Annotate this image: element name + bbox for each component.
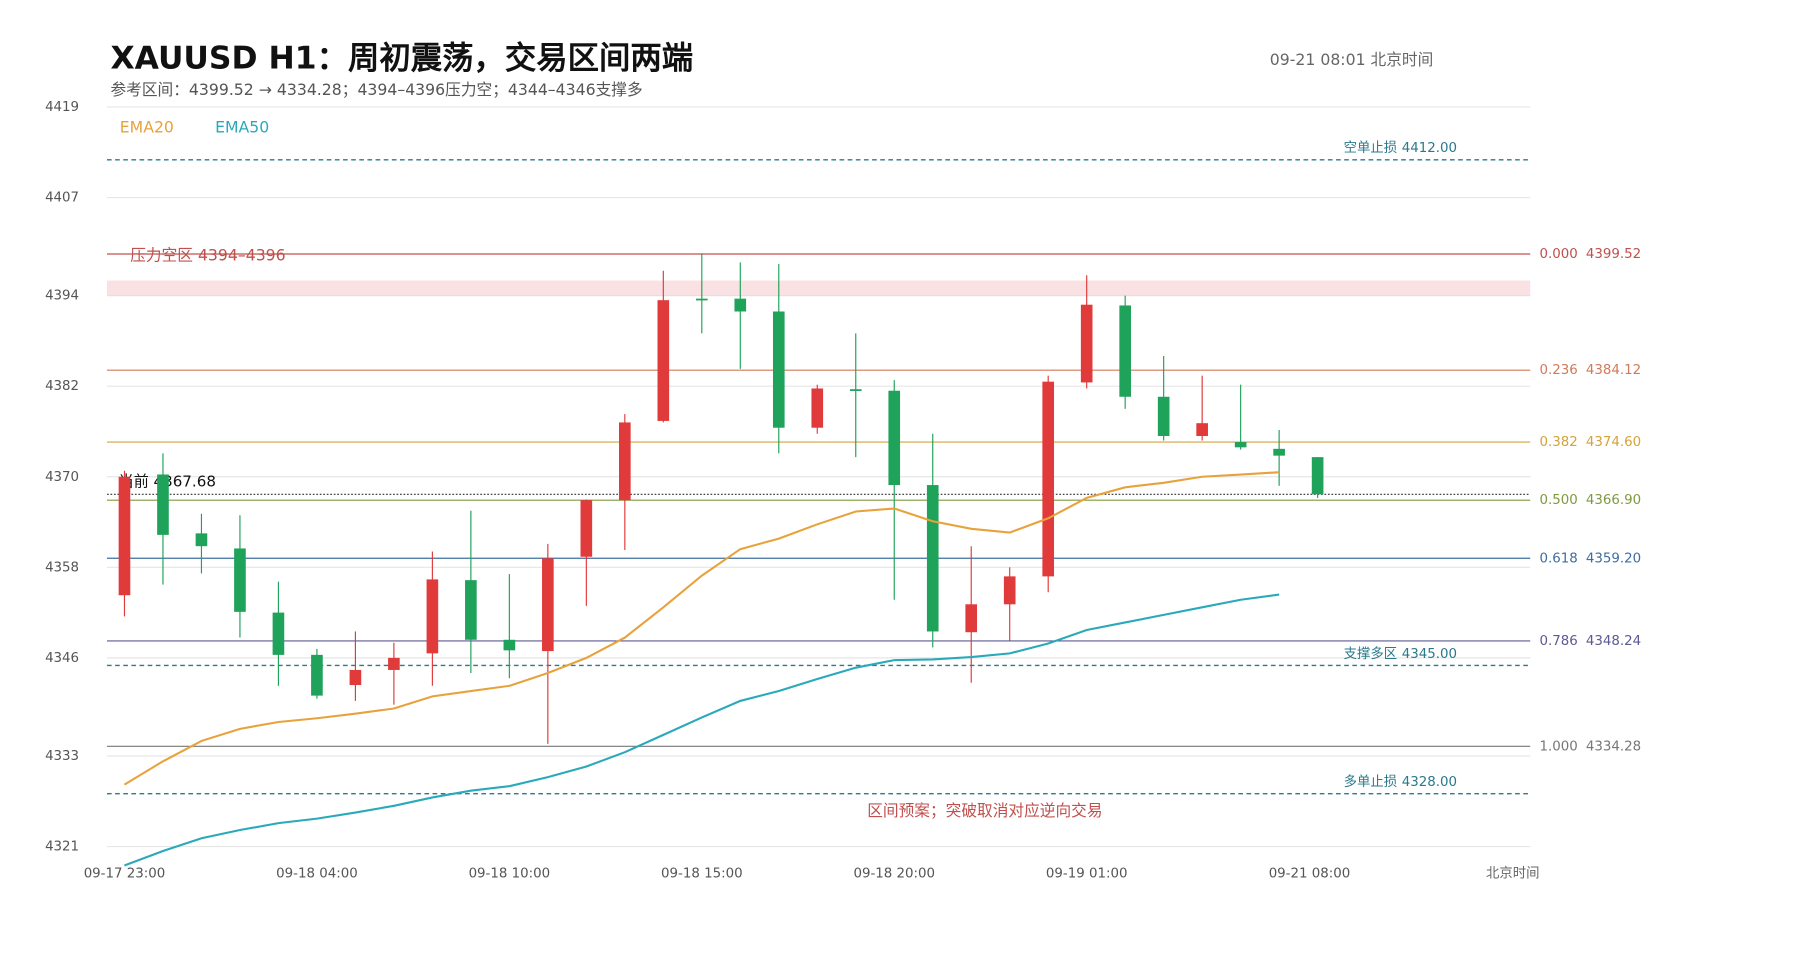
pressure-zone [106, 280, 1531, 296]
candle-body [1196, 423, 1208, 437]
chart-title: XAUUSD H1：周初震荡，交易区间两端 [110, 39, 693, 76]
fib-ratio: 0.500 [1540, 493, 1578, 508]
candle-body [465, 580, 477, 640]
ema-line [124, 593, 1280, 867]
fib-label: 0.000 4399.52 [1540, 247, 1642, 262]
y-tick-label: 4419 [45, 100, 79, 115]
x-tick-label: 09-21 08:00 [1269, 866, 1351, 881]
candle-body [503, 639, 516, 651]
fib-price: 4348.24 [1586, 634, 1641, 649]
candle-body [349, 669, 362, 686]
y-tick-label: 4382 [45, 379, 79, 394]
candle-body [1273, 448, 1285, 456]
fib-price: 4359.20 [1586, 551, 1641, 566]
x-tick-label: 09-18 15:00 [661, 866, 743, 881]
legend-label: EMA20 [120, 117, 174, 136]
x-tick-label: 09-18 20:00 [853, 866, 935, 881]
y-tick-label: 4346 [45, 651, 79, 666]
fib-price: 4384.12 [1586, 363, 1641, 378]
candle-body [619, 422, 631, 501]
candle-body [1003, 576, 1016, 605]
ema-line [123, 471, 1280, 786]
candle-body [195, 533, 208, 547]
candle-body [388, 657, 400, 670]
candle-body [580, 500, 593, 557]
x-axis-label: 北京时间 [1486, 865, 1539, 881]
fib-ratio: 0.382 [1540, 435, 1578, 450]
fib-ratio: 0.618 [1540, 551, 1578, 566]
candle-body [1311, 457, 1324, 495]
level-price: 4412.00 [1402, 141, 1457, 156]
fib-price: 4334.28 [1586, 739, 1641, 754]
fib-ratio: 1.000 [1540, 739, 1578, 754]
candle-body [1080, 304, 1093, 383]
candle-body [118, 476, 131, 596]
fib-label: 0.618 4359.20 [1540, 551, 1642, 566]
x-tick-label: 09-18 10:00 [469, 866, 551, 881]
candle-body [772, 311, 785, 428]
y-tick-label: 4358 [45, 560, 79, 575]
chart-subtitle: 参考区间：4399.52 → 4334.28；4394–4396压力空；4344… [110, 80, 642, 99]
level-name: 多单止损 [1344, 773, 1397, 790]
candle-body [542, 558, 554, 652]
level-name: 空单止损 [1344, 140, 1397, 156]
y-tick-label: 4394 [45, 289, 79, 304]
candle-body [965, 604, 978, 633]
fib-price: 4366.90 [1586, 493, 1641, 508]
candle-body [811, 388, 824, 428]
fib-ratio: 0.000 [1540, 247, 1578, 262]
candle-body [888, 390, 901, 486]
candle-body [657, 300, 670, 421]
y-tick-label: 4407 [45, 191, 79, 206]
candle-body [311, 654, 323, 696]
y-tick-label: 4321 [45, 840, 79, 855]
candle-body [272, 612, 285, 655]
candle-body [926, 485, 939, 632]
x-tick-label: 09-18 04:00 [276, 866, 358, 881]
zone-label: 压力空区 4394–4396 [130, 245, 285, 264]
level-price: 4345.00 [1402, 647, 1457, 662]
timestamp: 09-21 08:01 北京时间 [1270, 50, 1434, 69]
candle-body [234, 548, 246, 612]
y-tick-label: 4370 [45, 470, 79, 485]
candle-body [157, 474, 169, 535]
level-price: 4328.00 [1402, 775, 1457, 790]
current-price: 4367.68 [153, 472, 215, 490]
candle-body [1157, 396, 1170, 437]
y-tick-label: 4333 [45, 749, 79, 764]
fib-price: 4374.60 [1586, 435, 1641, 450]
candle-body [1234, 442, 1247, 448]
x-tick-label: 09-19 01:00 [1046, 866, 1128, 881]
candle-body [1042, 381, 1055, 577]
annotation: 区间预案；突破取消对应逆向交易 [867, 801, 1102, 820]
fib-ratio: 0.236 [1540, 363, 1578, 378]
level-label: 支撑多区 4345.00 [1344, 645, 1457, 662]
candle-body [426, 579, 439, 654]
candle-body [734, 298, 747, 312]
fib-label: 1.000 4334.28 [1540, 739, 1642, 754]
fib-ratio: 0.786 [1540, 634, 1578, 649]
fib-label: 0.500 4366.90 [1540, 493, 1642, 508]
candle-body [1119, 305, 1131, 397]
candle-body [695, 298, 708, 301]
fib-label: 0.786 4348.24 [1540, 634, 1642, 649]
level-label: 多单止损 4328.00 [1344, 773, 1457, 790]
candle-body [849, 389, 862, 391]
fib-label: 0.236 4384.12 [1540, 363, 1642, 378]
level-name: 支撑多区 [1344, 645, 1397, 662]
x-tick-label: 09-17 23:00 [84, 866, 166, 881]
fib-price: 4399.52 [1586, 247, 1641, 262]
fib-label: 0.382 4374.60 [1540, 435, 1642, 450]
legend-label: EMA50 [215, 117, 269, 136]
level-label: 空单止损 4412.00 [1344, 140, 1457, 156]
